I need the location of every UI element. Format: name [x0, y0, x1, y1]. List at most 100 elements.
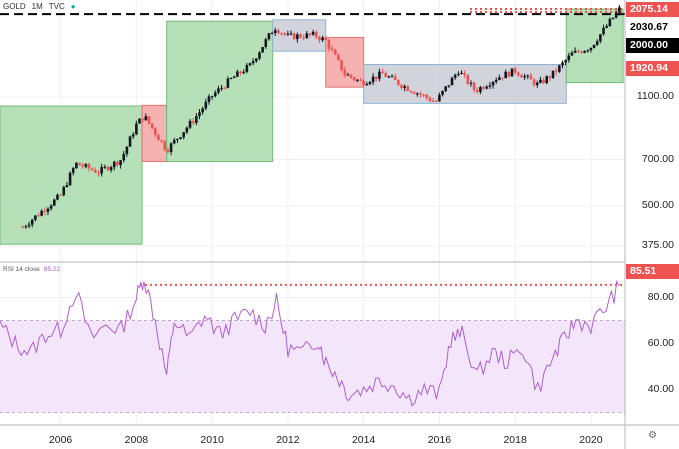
- candle-down: [529, 75, 533, 80]
- interval-label[interactable]: 1M: [31, 2, 43, 11]
- candle-up: [220, 87, 223, 89]
- candle-up: [264, 39, 268, 48]
- candle-up: [49, 205, 53, 209]
- candle-up: [602, 27, 605, 35]
- candle-down: [333, 50, 337, 55]
- candle-down: [160, 140, 163, 142]
- candle-up: [441, 90, 444, 95]
- candle-down: [419, 93, 422, 95]
- candle-up: [112, 161, 116, 168]
- candle-down: [90, 168, 94, 170]
- candle-down: [384, 73, 388, 77]
- candle-down: [141, 118, 144, 121]
- rsi-last-value-label: 85.51: [626, 264, 679, 279]
- candle-down: [330, 48, 334, 51]
- candle-up: [447, 85, 451, 87]
- price-tick-label: 375.00: [641, 239, 674, 251]
- candle-down: [59, 194, 62, 196]
- candle-up: [488, 85, 492, 87]
- rsi-tick-label: 60.00: [647, 336, 674, 349]
- candle-up: [498, 77, 501, 80]
- candle-up: [236, 71, 239, 77]
- zone-green: [166, 20, 274, 163]
- price-level-label: 2000.00: [626, 38, 679, 53]
- rsi-indicator-label: RSI 14 close: [3, 266, 40, 273]
- candle-up: [545, 76, 549, 83]
- candle-up: [56, 194, 59, 200]
- candle-up: [68, 172, 72, 186]
- candle-down: [191, 120, 195, 123]
- candle-up: [84, 164, 88, 167]
- candle-up: [131, 134, 135, 137]
- candle-up: [176, 138, 179, 140]
- chart-title: GOLD 1M TVC ●: [3, 2, 76, 11]
- candle-down: [157, 134, 160, 141]
- time-tick-label: 2006: [48, 434, 73, 446]
- candle-up: [564, 60, 567, 63]
- candle-down: [576, 50, 580, 52]
- candle-down: [507, 71, 511, 77]
- rsi-tick-label: 80.00: [647, 290, 674, 303]
- time-tick-label: 2016: [427, 434, 452, 446]
- candle-down: [340, 60, 343, 71]
- candle-up: [573, 50, 577, 53]
- candle-down: [21, 227, 25, 229]
- candle-down: [116, 161, 119, 166]
- candle-up: [188, 120, 192, 128]
- candle-up: [321, 37, 324, 41]
- candle-up: [450, 77, 454, 86]
- rsi-band: [0, 320, 625, 413]
- candle-down: [337, 54, 340, 61]
- candle-down: [81, 165, 85, 167]
- candle-up: [122, 154, 126, 161]
- candle-up: [217, 88, 220, 93]
- candle-up: [138, 118, 141, 124]
- candle-down: [349, 74, 353, 78]
- candle-up: [286, 33, 290, 35]
- candle-up: [229, 77, 233, 79]
- candle-up: [232, 76, 236, 78]
- candle-up: [583, 50, 586, 53]
- candle-down: [517, 72, 520, 76]
- rsi-pane: [0, 279, 625, 413]
- candle-up: [457, 74, 460, 76]
- gear-icon[interactable]: ⚙: [648, 430, 657, 441]
- candle-up: [267, 33, 271, 40]
- candle-up: [365, 83, 369, 86]
- candle-up: [378, 71, 381, 79]
- rsi-title[interactable]: RSI 14 close 85.22: [3, 266, 60, 273]
- candle-up: [185, 127, 189, 133]
- candle-up: [444, 86, 448, 91]
- candle-down: [397, 79, 400, 85]
- candle-down: [425, 94, 429, 98]
- candle-up: [608, 19, 612, 27]
- candle-up: [346, 74, 350, 76]
- candle-down: [482, 87, 485, 89]
- candle-up: [491, 81, 495, 86]
- candle-up: [296, 34, 299, 40]
- price-tick-label: 500.00: [641, 199, 674, 212]
- candle-up: [210, 96, 214, 98]
- candle-up: [453, 75, 457, 78]
- candle-down: [87, 164, 91, 169]
- candle-down: [412, 92, 416, 94]
- trend-zones: [0, 8, 624, 245]
- candle-up: [182, 132, 186, 138]
- rsi-tick-label: 40.00: [647, 382, 674, 395]
- candle-down: [422, 94, 425, 96]
- candle-up: [213, 92, 217, 97]
- candle-down: [381, 71, 384, 74]
- candle-down: [283, 33, 287, 35]
- candle-up: [390, 76, 394, 78]
- candle-down: [431, 100, 435, 102]
- candle-down: [163, 141, 167, 150]
- candle-up: [311, 31, 315, 35]
- candle-up: [371, 76, 375, 82]
- candle-up: [368, 81, 372, 84]
- candle-up: [523, 76, 526, 78]
- symbol-label[interactable]: GOLD: [3, 2, 26, 11]
- price-level-label: 1920.94: [626, 61, 679, 76]
- candle-up: [135, 123, 138, 135]
- candle-down: [428, 97, 432, 101]
- candle-down: [406, 86, 410, 91]
